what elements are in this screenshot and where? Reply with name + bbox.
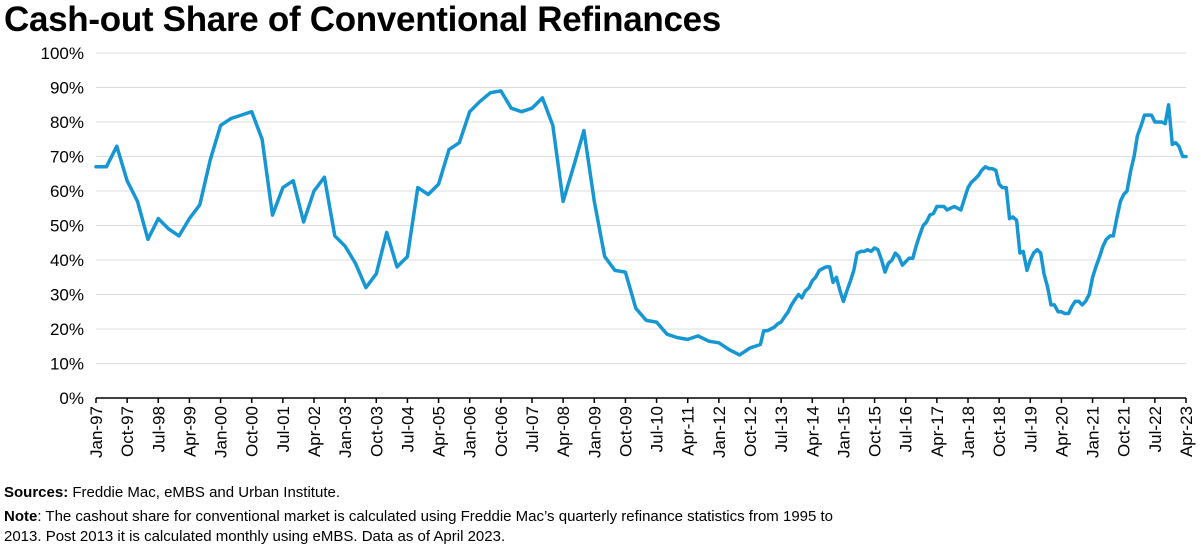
y-tick-label: 50%: [50, 217, 84, 236]
y-tick-label: 30%: [50, 286, 84, 305]
sources-text: Freddie Mac, eMBS and Urban Institute.: [68, 484, 340, 501]
x-tick-label: Jul-04: [398, 406, 417, 452]
x-tick-label: Oct-00: [243, 406, 262, 457]
x-tick-label: Apr-20: [1052, 406, 1071, 457]
x-tick-label: Apr-17: [928, 406, 947, 457]
x-tick-label: Jul-01: [274, 406, 293, 452]
x-tick-label: Apr-23: [1177, 406, 1196, 457]
y-tick-label: 40%: [50, 251, 84, 270]
x-tick-label: Oct-15: [866, 406, 885, 457]
x-tick-label: Oct-21: [1115, 406, 1134, 457]
note-text-line-1: : The cashout share for conventional mar…: [37, 508, 834, 525]
x-tick-label: Jul-22: [1146, 406, 1165, 452]
note-text-line-2: 2013. Post 2013 it is calculated monthly…: [4, 528, 506, 545]
x-tick-label: Oct-09: [616, 406, 635, 457]
note-label: Note: [4, 508, 38, 525]
x-tick-label: Jan-03: [336, 406, 355, 458]
note-footnote-line-2: 2013. Post 2013 it is calculated monthly…: [4, 527, 505, 546]
x-tick-label: Jan-15: [834, 406, 853, 458]
x-tick-label: Apr-99: [180, 406, 199, 457]
x-tick-label: Jul-10: [648, 406, 667, 452]
y-tick-label: 100%: [41, 44, 84, 63]
note-footnote: Note: The cashout share for conventional…: [4, 507, 833, 526]
x-tick-label: Oct-97: [118, 406, 137, 457]
x-tick-label: Jul-98: [149, 406, 168, 452]
x-tick-label: Jan-00: [212, 406, 231, 458]
x-tick-label: Jul-19: [1021, 406, 1040, 452]
y-tick-label: 20%: [50, 320, 84, 339]
x-tick-label: Apr-05: [430, 406, 449, 457]
x-tick-label: Apr-08: [554, 406, 573, 457]
x-tick-label: Jan-97: [87, 406, 106, 458]
x-tick-label: Apr-11: [679, 406, 698, 456]
x-tick-label: Jan-18: [959, 406, 978, 458]
sources-label: Sources:: [4, 484, 69, 501]
y-tick-label: 0%: [59, 389, 84, 408]
x-tick-label: Apr-02: [305, 406, 324, 457]
x-tick-label: Oct-12: [741, 406, 760, 457]
y-tick-label: 60%: [50, 182, 84, 201]
x-tick-label: Apr-14: [803, 406, 822, 457]
x-tick-label: Jan-09: [585, 406, 604, 458]
x-tick-label: Jan-06: [461, 406, 480, 458]
x-tick-label: Oct-18: [990, 406, 1009, 457]
x-tick-label: Jul-07: [523, 406, 542, 452]
y-tick-label: 80%: [50, 113, 84, 132]
y-tick-label: 10%: [50, 355, 84, 374]
x-tick-label: Jan-21: [1084, 406, 1103, 458]
x-tick-label: Jan-12: [710, 406, 729, 458]
x-tick-label: Jul-16: [897, 406, 916, 452]
chart-title: Cash-out Share of Conventional Refinance…: [4, 0, 721, 39]
x-tick-label: Jul-13: [772, 406, 791, 452]
x-tick-label: Oct-06: [492, 406, 511, 457]
series-line-cash-out-share: [94, 89, 1188, 357]
y-tick-label: 70%: [50, 148, 84, 167]
x-tick-label: Oct-03: [367, 406, 386, 457]
y-tick-label: 90%: [50, 79, 84, 98]
sources-footnote: Sources: Freddie Mac, eMBS and Urban Ins…: [4, 483, 340, 502]
